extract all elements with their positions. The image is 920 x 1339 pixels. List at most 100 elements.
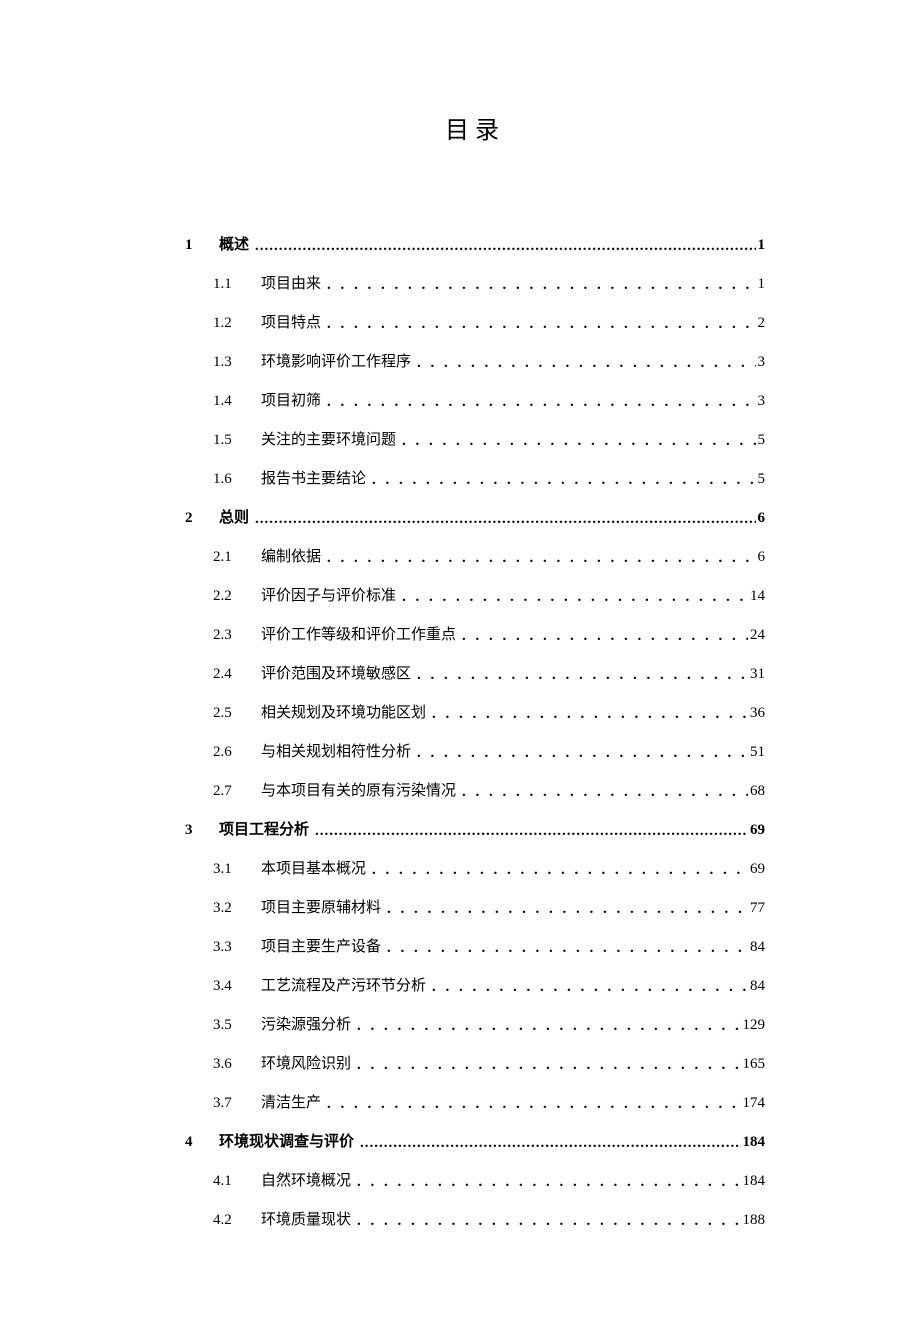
toc-title: 目录 — [185, 110, 765, 145]
toc-entry: 1.1项目由来. . . . . . . . . . . . . . . . .… — [185, 274, 765, 295]
toc-entry-number: 4.1 — [213, 1171, 261, 1192]
toc-entry-number: 1.6 — [213, 469, 261, 490]
toc-entry-number: 2.3 — [213, 625, 261, 646]
toc-leader-dots: . . . . . . . . . . . . . . . . . . . . … — [387, 899, 748, 920]
toc-entry-page: 129 — [741, 1015, 766, 1036]
toc-entry-number: 3 — [185, 820, 213, 841]
toc-entry: 2.2评价因子与评价标准. . . . . . . . . . . . . . … — [185, 586, 765, 607]
toc-leader-dots: . . . . . . . . . . . . . . . . . . . . … — [432, 704, 748, 725]
toc-entry-label: 项目初筛 — [261, 391, 321, 412]
toc-entry-label: 概述 — [219, 235, 249, 256]
toc-entry-page: 69 — [748, 820, 765, 841]
toc-entry: 3.7清洁生产 . . . . . . . . . . . . . . . . .… — [185, 1093, 765, 1114]
toc-leader-dots: ........................................… — [315, 821, 748, 842]
toc-entry-number: 3.6 — [213, 1054, 261, 1075]
toc-entry-label: 环境质量现状 — [261, 1210, 351, 1231]
toc-leader-dots: . . . . . . . . . . . . . . . . . . . . … — [417, 743, 748, 764]
toc-entry: 4.2环境质量现状. . . . . . . . . . . . . . . .… — [185, 1210, 765, 1231]
toc-entry-number: 1.5 — [213, 430, 261, 451]
toc-entry-page: 24 — [748, 625, 765, 646]
toc-entry-label: 自然环境概况 — [261, 1171, 351, 1192]
toc-entry-page: 68 — [748, 781, 765, 802]
toc-entry-label: 与本项目有关的原有污染情况 — [261, 781, 456, 802]
toc-entry: 2.5相关规划及环境功能区划 . . . . . . . . . . . . . … — [185, 703, 765, 724]
toc-entry: 1.2项目特点 . . . . . . . . . . . . . . . . .… — [185, 313, 765, 334]
toc-entry-page: 6 — [756, 547, 766, 568]
toc-entry: 1.3环境影响评价工作程序. . . . . . . . . . . . . .… — [185, 352, 765, 373]
toc-leader-dots: . . . . . . . . . . . . . . . . . . . . … — [357, 1016, 740, 1037]
toc-entry: 2.3评价工作等级和评价工作重点. . . . . . . . . . . . … — [185, 625, 765, 646]
toc-entry-page: 51 — [748, 742, 765, 763]
toc-leader-dots: . . . . . . . . . . . . . . . . . . . . … — [327, 314, 755, 335]
toc-entry-label: 工艺流程及产污环节分析 — [261, 976, 426, 997]
toc-entry-number: 2.5 — [213, 703, 261, 724]
toc-entry-page: 188 — [741, 1210, 766, 1231]
toc-entry-label: 项目主要原辅材料 — [261, 898, 381, 919]
toc-entry-page: 3 — [756, 391, 766, 412]
toc-entry-page: 5 — [756, 469, 766, 490]
toc-entry: 4.1自然环境概况 . . . . . . . . . . . . . . . .… — [185, 1171, 765, 1192]
toc-entry-page: 14 — [748, 586, 765, 607]
toc-leader-dots: ........................................… — [255, 236, 755, 257]
toc-leader-dots: . . . . . . . . . . . . . . . . . . . . … — [357, 1211, 740, 1232]
toc-entry-label: 项目特点 — [261, 313, 321, 334]
toc-entry-page: 2 — [756, 313, 766, 334]
toc-entry-number: 3.5 — [213, 1015, 261, 1036]
toc-entry-number: 1.2 — [213, 313, 261, 334]
toc-body: 1概述.....................................… — [185, 235, 765, 1231]
toc-entry: 3.6环境风险识别. . . . . . . . . . . . . . . .… — [185, 1054, 765, 1075]
toc-entry-label: 清洁生产 — [261, 1093, 321, 1114]
toc-entry-number: 2.6 — [213, 742, 261, 763]
toc-entry-label: 总则 — [219, 508, 249, 529]
toc-entry-number: 1.3 — [213, 352, 261, 373]
toc-entry-label: 项目工程分析 — [219, 820, 309, 841]
toc-entry-page: 84 — [748, 976, 765, 997]
toc-entry: 4环境现状调查与评价..............................… — [185, 1132, 765, 1153]
toc-entry: 3.3项目主要生产设备. . . . . . . . . . . . . . .… — [185, 937, 765, 958]
toc-leader-dots: . . . . . . . . . . . . . . . . . . . . … — [372, 470, 755, 491]
toc-entry-number: 2.2 — [213, 586, 261, 607]
toc-entry-label: 报告书主要结论 — [261, 469, 366, 490]
toc-leader-dots: ........................................… — [360, 1133, 740, 1154]
toc-entry: 3.5污染源强分析 . . . . . . . . . . . . . . . .… — [185, 1015, 765, 1036]
toc-entry-number: 3.2 — [213, 898, 261, 919]
toc-leader-dots: . . . . . . . . . . . . . . . . . . . . … — [327, 1094, 740, 1115]
toc-entry-label: 环境现状调查与评价 — [219, 1132, 354, 1153]
toc-entry: 2.7与本项目有关的原有污染情况 . . . . . . . . . . . . … — [185, 781, 765, 802]
toc-entry-label: 评价范围及环境敏感区 — [261, 664, 411, 685]
toc-leader-dots: . . . . . . . . . . . . . . . . . . . . … — [327, 548, 755, 569]
toc-leader-dots: . . . . . . . . . . . . . . . . . . . . … — [327, 275, 755, 296]
toc-leader-dots: . . . . . . . . . . . . . . . . . . . . … — [387, 938, 748, 959]
toc-entry-label: 相关规划及环境功能区划 — [261, 703, 426, 724]
toc-entry-page: 184 — [741, 1171, 766, 1192]
page: 目录 1概述..................................… — [0, 0, 920, 1339]
toc-entry-page: 165 — [741, 1054, 766, 1075]
toc-entry-label: 关注的主要环境问题 — [261, 430, 396, 451]
toc-leader-dots: ........................................… — [255, 509, 755, 530]
toc-entry-label: 编制依据 — [261, 547, 321, 568]
toc-entry-label: 污染源强分析 — [261, 1015, 351, 1036]
toc-entry-page: 69 — [748, 859, 765, 880]
toc-entry-number: 3.7 — [213, 1093, 261, 1114]
toc-entry-number: 3.1 — [213, 859, 261, 880]
toc-entry-label: 环境风险识别 — [261, 1054, 351, 1075]
toc-leader-dots: . . . . . . . . . . . . . . . . . . . . … — [462, 782, 748, 803]
toc-entry-number: 3.3 — [213, 937, 261, 958]
toc-leader-dots: . . . . . . . . . . . . . . . . . . . . … — [402, 587, 748, 608]
toc-entry-number: 3.4 — [213, 976, 261, 997]
toc-entry-page: 36 — [748, 703, 765, 724]
toc-leader-dots: . . . . . . . . . . . . . . . . . . . . … — [372, 860, 748, 881]
toc-entry-number: 2.7 — [213, 781, 261, 802]
toc-entry-label: 项目由来 — [261, 274, 321, 295]
toc-entry: 1.5关注的主要环境问题 . . . . . . . . . . . . . . … — [185, 430, 765, 451]
toc-entry: 3.1本项目基本概况. . . . . . . . . . . . . . . … — [185, 859, 765, 880]
toc-entry-label: 与相关规划相符性分析 — [261, 742, 411, 763]
toc-entry: 1.4项目初筛. . . . . . . . . . . . . . . . .… — [185, 391, 765, 412]
toc-entry: 2.4评价范围及环境敏感区. . . . . . . . . . . . . .… — [185, 664, 765, 685]
toc-leader-dots: . . . . . . . . . . . . . . . . . . . . … — [462, 626, 748, 647]
toc-leader-dots: . . . . . . . . . . . . . . . . . . . . … — [402, 431, 755, 452]
toc-entry: 3 项目工程分析.................................… — [185, 820, 765, 841]
toc-leader-dots: . . . . . . . . . . . . . . . . . . . . … — [417, 353, 755, 374]
toc-entry: 1.6报告书主要结论 . . . . . . . . . . . . . . . … — [185, 469, 765, 490]
toc-leader-dots: . . . . . . . . . . . . . . . . . . . . … — [357, 1172, 740, 1193]
